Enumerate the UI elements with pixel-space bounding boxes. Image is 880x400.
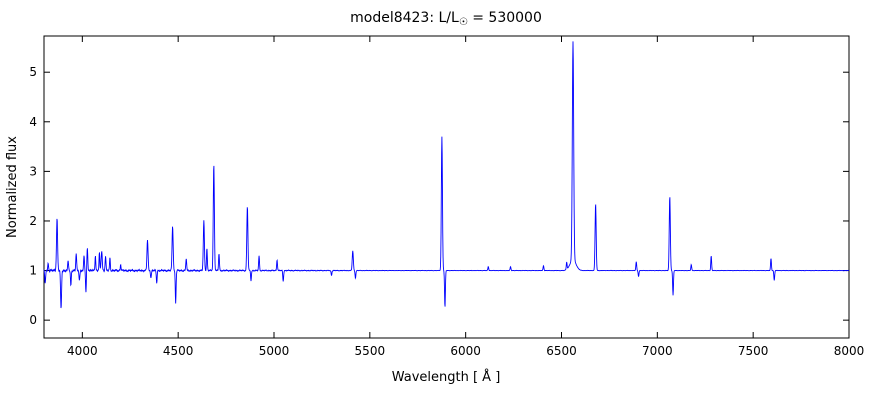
y-tick-label: 4 [29,115,37,129]
sun-symbol: ☉ [459,17,468,28]
spectrum-line [43,41,850,309]
axis-ticks: 4000 4500 5000 5500 6000 6500 7000 7500 8000 0 1 2 3… [29,36,864,358]
x-tick-label: 4000 [67,344,98,358]
x-axis-label: Wavelength [ Å ] [392,369,501,385]
x-tick-label: 6500 [546,344,577,358]
y-tick-label: 0 [29,313,37,327]
x-tick-label: 6000 [450,344,481,358]
y-tick-label: 1 [29,264,37,278]
chart-title-prefix: model8423: L/L [350,10,459,26]
x-tick-label: 8000 [834,344,865,358]
x-tick-label: 5500 [355,344,386,358]
x-tick-label: 7000 [642,344,673,358]
x-tick-label: 5000 [259,344,290,358]
y-tick-label: 5 [29,65,37,79]
y-tick-label: 3 [29,164,37,178]
plot-frame [43,35,850,339]
y-axis-label: Normalized flux [5,136,20,238]
x-tick-label: 7500 [738,344,769,358]
chart-title: model8423: L/L☉ = 530000 [350,10,542,28]
x-tick-label: 4500 [163,344,194,358]
y-tick-label: 2 [29,214,37,228]
chart-title-suffix: = 530000 [468,10,542,26]
